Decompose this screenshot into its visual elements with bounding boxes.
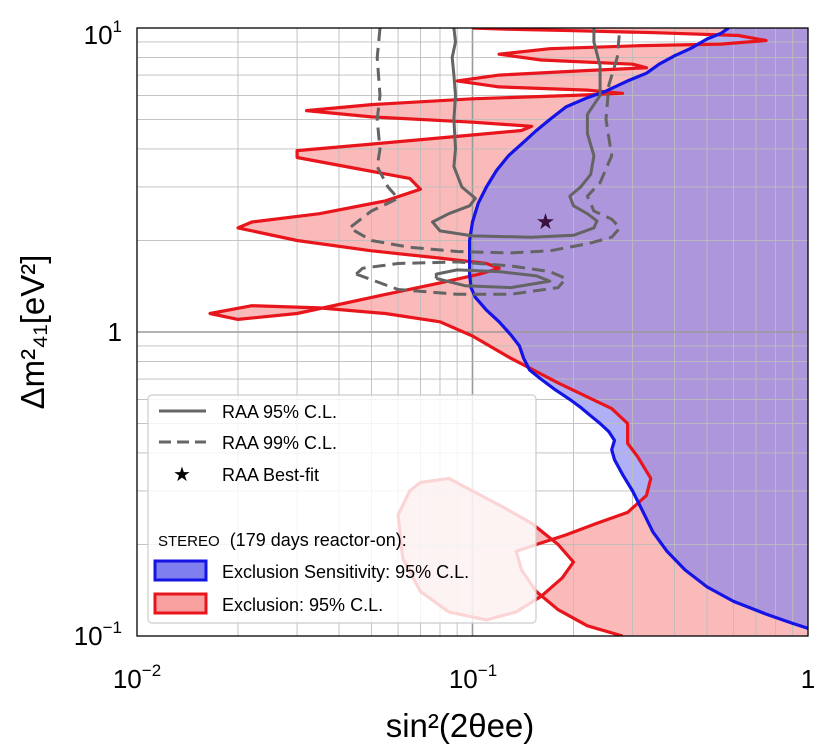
legend-swatch-star: ★ xyxy=(173,462,191,486)
legend-label-sensitivity: Exclusion Sensitivity: 95% C.L. xyxy=(222,562,469,582)
photo-credit: PHOTOTHEQUE IN2P3 / CNRS xyxy=(667,741,819,752)
raa-99-contour xyxy=(355,260,568,296)
legend: RAA 95% C.L. RAA 99% C.L. ★ RAA Best-fit… xyxy=(147,394,537,624)
x-axis-title: sin²(2θee) xyxy=(386,707,535,744)
x-tick-label: 10−2 xyxy=(113,661,161,694)
raa-99-contours xyxy=(348,28,622,296)
y-tick-label: 1 xyxy=(108,317,122,347)
plot-frame xyxy=(136,27,809,637)
legend-label-raa-99: RAA 99% C.L. xyxy=(222,433,337,453)
legend-group-title: Stereo (179 days reactor-on): xyxy=(158,530,407,550)
x-tick-label: 1 xyxy=(801,664,815,694)
y-tick-label: 101 xyxy=(84,17,122,50)
x-tick-labels: 10−2 10−1 1 xyxy=(113,661,815,694)
y-axis-title: Δm²₄₁[eV²] xyxy=(14,255,51,410)
raa-95-contour xyxy=(434,268,552,290)
x-tick-label: 10−1 xyxy=(449,661,497,694)
legend-swatch-exclusion xyxy=(153,592,208,615)
legend-label-best-fit: RAA Best-fit xyxy=(222,465,319,485)
legend-label-raa-95: RAA 95% C.L. xyxy=(222,402,337,422)
raa-95-contours xyxy=(431,28,602,290)
raa-99-contour xyxy=(348,28,622,255)
raa-95-contour xyxy=(431,28,602,239)
y-tick-label: 10−1 xyxy=(74,618,122,651)
raa-best-fit-star: ★ xyxy=(536,210,556,235)
legend-label-exclusion: Exclusion: 95% C.L. xyxy=(222,595,383,615)
legend-swatch-sensitivity xyxy=(153,559,208,582)
legend-box xyxy=(147,394,537,624)
y-tick-labels: 10−1 1 101 xyxy=(74,17,122,651)
